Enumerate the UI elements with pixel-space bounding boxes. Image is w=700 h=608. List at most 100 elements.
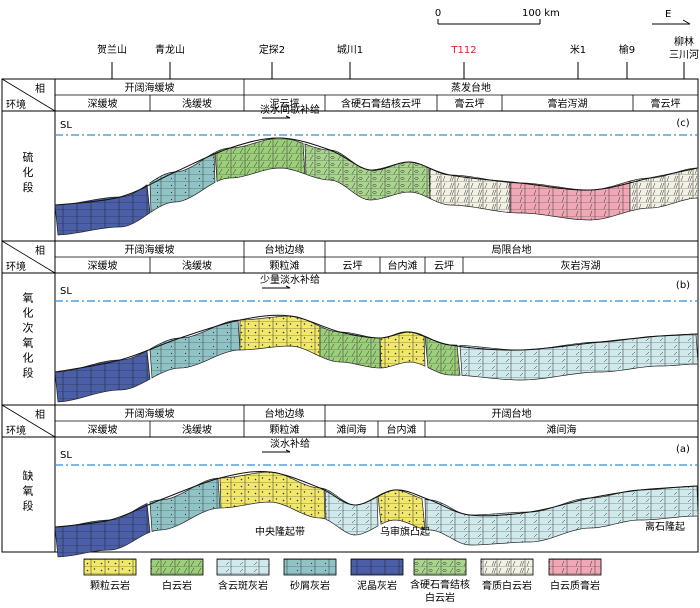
legend-label: 膏质白云岩 <box>482 579 532 592</box>
well-label: 贺兰山 <box>97 43 127 56</box>
environment-cell: 滩间海 <box>337 423 367 436</box>
environment-header: 环境 <box>6 260 26 273</box>
stage-label: 氧化次氧化段 <box>23 291 34 380</box>
lithology-band <box>149 152 216 213</box>
legend-swatch <box>480 558 534 576</box>
lithology-band <box>54 502 151 558</box>
facies-cell: 开阔海缓坡 <box>125 243 175 256</box>
lithology-band <box>429 167 511 213</box>
sea-level-label: SL <box>60 120 72 131</box>
lithology-band <box>324 488 379 536</box>
facies-cell: 开阔海缓坡 <box>125 407 175 420</box>
lithology-band <box>319 325 381 369</box>
legend-swatch <box>548 558 602 576</box>
well-label: 米1 <box>570 43 586 56</box>
environment-cell: 膏云坪 <box>455 97 485 110</box>
stage-label: 缺氧段 <box>23 469 34 513</box>
environment-cell: 含硬石膏结核云坪 <box>341 97 421 110</box>
lithology-band <box>149 477 221 532</box>
lithology-band <box>54 184 151 236</box>
environment-header: 环境 <box>6 424 26 437</box>
facies-cell: 开阔台地 <box>492 407 532 420</box>
uplift-label: 乌审旗凸起 <box>380 525 430 538</box>
profile-top <box>54 137 699 206</box>
profile-top <box>54 314 699 373</box>
environment-cell: 膏云坪 <box>651 97 681 110</box>
environment-cell: 浅缓坡 <box>182 97 212 110</box>
legend-swatch <box>413 558 467 576</box>
environment-header: 环境 <box>6 98 26 111</box>
environment-cell: 颗粒滩 <box>270 423 300 436</box>
well-label: 柳林 <box>674 35 694 48</box>
scale-zero: 0 <box>435 8 441 19</box>
supply-arrow <box>262 285 291 289</box>
environment-cell: 深缓坡 <box>88 259 118 272</box>
facies-cell: 开阔海缓坡 <box>125 81 175 94</box>
figure-frame <box>1 78 699 553</box>
header-diagonal <box>1 78 56 112</box>
facies-header: 相 <box>35 82 45 95</box>
lithology-band <box>629 167 699 212</box>
facies-cell: 局限台地 <box>492 243 532 256</box>
well-label: 城川1 <box>337 44 363 56</box>
legend-label: 含硬石膏结核白云岩 <box>410 578 470 604</box>
environment-cell: 颗粒滩 <box>270 259 300 272</box>
environment-cell: 膏岩泻湖 <box>548 97 588 110</box>
environment-cell: 浅缓坡 <box>182 259 212 272</box>
environment-cell: 台内滩 <box>388 259 418 272</box>
well-label: 定探2 <box>259 43 285 56</box>
profile-top <box>54 471 699 528</box>
legend-label: 颗粒云岩 <box>90 579 130 592</box>
facies-header: 相 <box>35 408 45 421</box>
stage-label: 硫化段 <box>23 150 34 194</box>
uplift-label: 中央隆起带 <box>255 525 305 538</box>
lithology-band <box>219 471 326 520</box>
legend-swatch <box>83 558 137 576</box>
environment-cell: 云坪 <box>343 259 363 272</box>
section-tag: (b) <box>676 280 690 291</box>
section-tag: (a) <box>676 444 690 455</box>
lithology-band <box>214 137 306 182</box>
environment-cell: 泥云坪 <box>270 97 300 110</box>
sea-level-label: SL <box>60 286 72 297</box>
lithology-band <box>54 350 151 403</box>
scale-end: 100 km <box>522 8 560 19</box>
freshwater-supply-label: 少量淡水补给 <box>260 273 320 286</box>
facies-cell: 台地边缘 <box>265 407 305 420</box>
legend-swatch <box>350 558 404 576</box>
scale-bar: 0 100 km <box>435 8 560 25</box>
legend-label: 含云斑灰岩 <box>218 579 268 592</box>
lithology-band <box>149 319 241 379</box>
facies-header: 相 <box>35 244 45 257</box>
supply-arrow <box>262 115 291 119</box>
freshwater-supply-label: 淡水补给 <box>270 437 310 450</box>
legend-swatch <box>216 558 270 576</box>
uplift-label: 离石隆起 <box>645 520 685 533</box>
legend-swatch <box>283 558 337 576</box>
well-label: T112 <box>450 45 476 56</box>
legend-label: 泥晶灰岩 <box>357 579 397 592</box>
lithology-band <box>424 485 699 546</box>
environment-cell: 云坪 <box>434 259 454 272</box>
compass-arrow: E <box>652 9 691 25</box>
legend-label: 白云岩 <box>162 579 192 592</box>
legend-swatch <box>150 558 204 576</box>
environment-cell: 台内滩 <box>387 423 417 436</box>
header-diagonal <box>1 404 56 438</box>
lithology-band <box>459 333 699 381</box>
environment-cell: 浅缓坡 <box>182 423 212 436</box>
environment-cell: 深缓坡 <box>88 423 118 436</box>
facies-cell: 蒸发台地 <box>451 81 491 94</box>
compass-label: E <box>665 9 671 20</box>
lithology-band <box>377 489 426 530</box>
lithology-band <box>424 335 461 376</box>
facies-cell: 台地边缘 <box>265 243 305 256</box>
section-tag: (c) <box>676 118 689 129</box>
freshwater-supply-label: 淡水间歇补给 <box>260 103 320 116</box>
